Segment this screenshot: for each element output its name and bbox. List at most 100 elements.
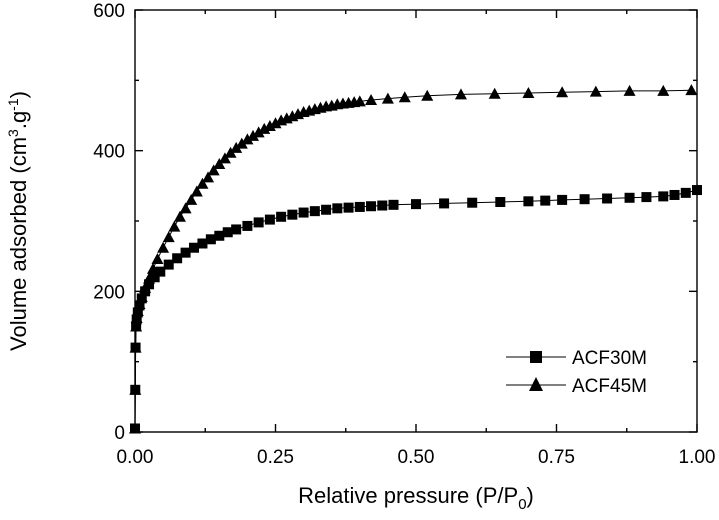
y-axis-title-end: ) [6,91,31,98]
point-acf30m [540,195,551,206]
series-layer [129,84,702,434]
x-axis-title: Relative pressure (P/P0) [298,483,534,513]
point-acf45m [162,231,175,243]
point-acf30m [366,201,377,212]
point-acf30m [658,191,669,202]
point-acf45m [269,117,282,129]
point-acf30m [189,242,200,253]
point-acf30m [602,193,613,204]
point-acf45m [130,312,143,324]
point-acf30m [144,279,155,290]
point-acf30m [354,201,365,212]
point-acf30m [180,247,191,258]
point-acf45m [247,129,260,141]
point-acf30m [321,204,332,215]
point-acf45m [263,120,276,132]
point-acf30m [172,253,183,264]
point-acf45m [365,94,378,106]
point-acf30m [149,272,160,283]
point-acf30m [495,197,506,208]
point-acf45m [131,305,144,317]
point-acf30m [298,207,309,218]
point-acf30m [197,238,208,249]
point-acf45m [173,210,186,222]
y-tick-label: 400 [93,142,125,163]
point-acf45m [241,133,254,145]
point-acf45m [589,85,602,97]
point-acf45m [202,171,215,183]
point-acf30m [222,227,233,238]
axis-ticks: 0.00 0.25 0.50 0.75 1.00 0 200 400 600 [93,1,715,468]
point-acf30m [641,192,652,203]
point-acf45m [454,88,467,100]
point-acf45m [135,290,148,302]
point-acf30m [579,194,590,205]
point-acf30m [624,192,635,203]
point-acf45m [685,84,698,96]
point-acf45m [218,152,231,164]
point-acf45m [556,86,569,98]
y-tick-label: 0 [114,423,125,444]
point-acf30m [523,196,534,207]
point-acf30m [264,214,275,225]
y-axis-title-sup1: 3 [5,129,21,137]
point-acf45m [207,164,220,176]
point-acf30m [439,198,450,209]
point-acf30m [163,259,174,270]
point-acf45m [179,202,192,214]
y-axis-title-sup2: -1 [5,98,21,111]
y-axis-title-mid: .g [6,111,31,129]
point-acf30m [692,185,702,196]
point-acf45m [623,84,636,96]
point-acf45m [230,141,243,153]
legend-label-acf45m: ACF45M [572,376,647,397]
point-acf45m [196,177,209,189]
point-acf45m [235,137,248,149]
point-acf30m [411,199,421,210]
legend-label-acf30m: ACF30M [572,348,647,369]
legend: ACF30M ACF45M [506,348,647,397]
point-acf45m [258,122,271,134]
point-acf30m [214,230,225,241]
y-axis-title: Volume adsorbed (cm3.g-1) [5,91,31,351]
point-acf45m [129,422,141,434]
point-acf30m [276,211,287,222]
point-acf45m [129,383,142,395]
legend-marker-acf30m [530,351,542,363]
x-tick-label: 0.25 [257,447,294,468]
point-acf45m [185,193,198,205]
x-tick-label: 0.50 [398,447,435,468]
point-acf30m [205,234,216,245]
point-acf45m [157,241,170,253]
point-acf45m [139,281,152,293]
point-acf45m [398,91,411,103]
point-acf45m [143,272,156,284]
point-acf45m [146,262,159,274]
point-acf30m [680,187,691,198]
point-acf30m [377,200,388,211]
point-acf30m [242,220,253,231]
point-acf45m [488,87,501,99]
point-acf30m [669,189,680,200]
point-acf45m [657,84,670,96]
point-acf30m [287,209,298,220]
legend-marker-acf45m [529,377,543,391]
point-acf30m [332,203,343,214]
point-acf45m [381,92,394,104]
point-acf30m [557,194,568,205]
point-acf45m [252,126,265,138]
x-axis-title-end: ) [527,483,534,508]
x-axis-title-subscript: 0 [518,496,526,513]
y-tick-label: 200 [93,282,125,303]
x-tick-label: 0.00 [117,447,154,468]
point-acf45m [168,220,181,232]
point-acf45m [353,95,366,107]
point-acf45m [151,252,164,264]
point-acf30m [155,266,166,277]
point-acf45m [522,86,535,98]
point-acf30m [309,206,320,217]
point-acf45m [213,158,226,170]
x-tick-label: 0.75 [538,447,575,468]
point-acf30m [388,199,399,210]
